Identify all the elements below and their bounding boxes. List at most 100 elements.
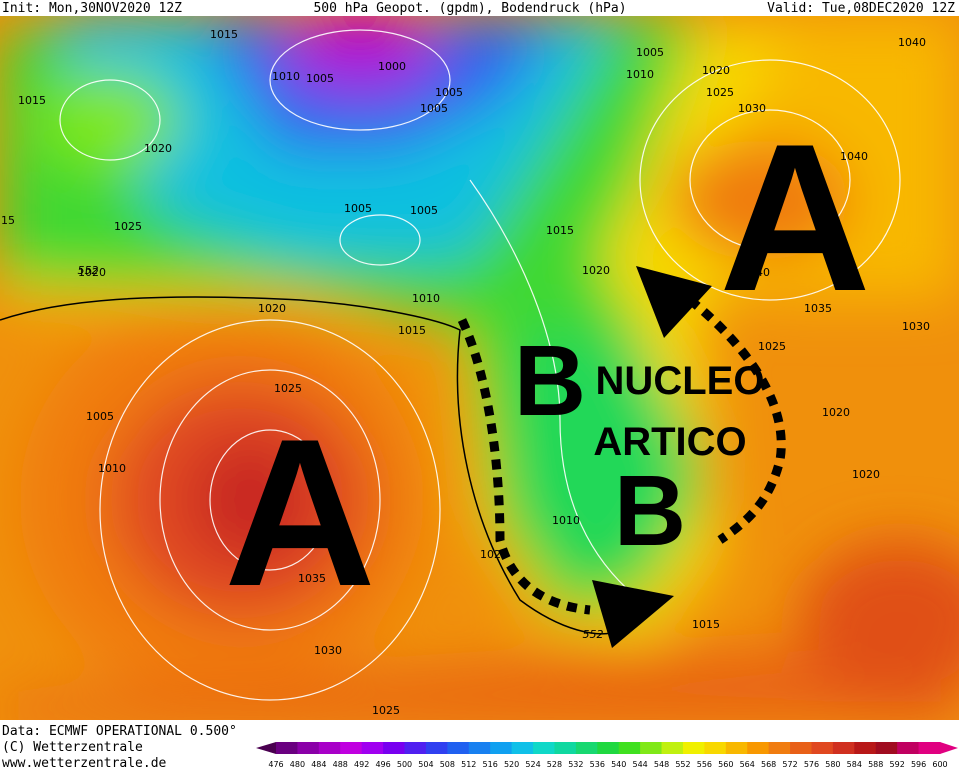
scale-swatch	[682, 742, 705, 754]
isobar-label: 1025	[758, 340, 786, 353]
isobar-label: 1025	[706, 86, 734, 99]
isobar-label: 1020	[852, 468, 880, 481]
url: www.wetterzentrale.de	[2, 756, 167, 770]
scale-label: 516	[483, 760, 498, 769]
scale-swatch	[597, 742, 620, 754]
scale-label: 556	[697, 760, 712, 769]
scale-label: 524	[525, 760, 540, 769]
color-scale: 476 480 484 488 492 496 500 504 508 512 516 520 524 5…	[256, 742, 958, 769]
scale-label: 476	[268, 760, 283, 769]
scale-label: 564	[740, 760, 755, 769]
scale-label: 560	[718, 760, 733, 769]
isobar-label: 1005	[636, 46, 664, 59]
isobar-label: 15	[1, 214, 15, 227]
annotation: NUCLEO	[596, 359, 765, 403]
scale-swatch	[533, 742, 555, 754]
isobar-label: 1015	[210, 28, 238, 41]
scale-swatch	[297, 742, 320, 754]
map: 1015 1010 1005 1000 1005 1005 1015 1020 1025 1020…	[0, 16, 959, 720]
isobar-label: 1030	[314, 644, 342, 657]
scale-swatch	[383, 742, 406, 754]
isobar-label: 1020	[702, 64, 730, 77]
isobar-label: 1020	[582, 264, 610, 277]
scale-swatch	[447, 742, 470, 754]
init-label: Init: Mon,30NOV2020 12Z	[2, 1, 182, 16]
isobars	[59, 29, 901, 701]
scale-label: 544	[632, 760, 647, 769]
annotation: B	[514, 325, 586, 437]
scale-swatch	[854, 742, 877, 754]
isobar-label: 1010	[98, 462, 126, 475]
isobar-label: 1040	[898, 36, 926, 49]
data-source: Data: ECMWF OPERATIONAL 0.500°	[2, 724, 237, 739]
scale-label: 480	[290, 760, 305, 769]
scale-label: 588	[868, 760, 883, 769]
isobar-label: 1015	[398, 324, 426, 337]
annotation: A	[719, 100, 871, 335]
isobar-label: 1020	[258, 302, 286, 315]
isobar-label: 1025	[114, 220, 142, 233]
scale-swatch	[554, 742, 577, 754]
scale-label: 536	[590, 760, 605, 769]
chart-title: 500 hPa Geopot. (gpdm), Bodendruck (hPa)	[313, 1, 626, 16]
arrow-head	[636, 266, 712, 338]
scale-label: 580	[825, 760, 840, 769]
scale-label: 504	[418, 760, 433, 769]
scale-swatch	[725, 742, 748, 754]
isobar-label: 1005	[86, 410, 114, 423]
scale-label: 492	[354, 760, 369, 769]
isobar-label: 1010	[552, 514, 580, 527]
scale-label: 552	[675, 760, 690, 769]
isobar-label: 1015	[692, 618, 720, 631]
scale-swatch	[875, 742, 898, 754]
scale-label: 520	[504, 760, 519, 769]
scale-arrow-left	[256, 742, 276, 754]
isobar-label: 1030	[738, 102, 766, 115]
scale-label: 500	[397, 760, 412, 769]
isobar-label: 1010	[412, 292, 440, 305]
scale-swatch	[918, 742, 941, 754]
scale-swatch	[575, 742, 598, 754]
scale-label: 596	[911, 760, 926, 769]
scale-swatch	[361, 742, 384, 754]
isobar-label: 1010	[272, 70, 300, 83]
scale-label: 592	[890, 760, 905, 769]
isobar-label: 1040	[840, 150, 868, 163]
scale-label: 532	[568, 760, 583, 769]
scale-swatch	[747, 742, 770, 754]
isobar-label: 1020	[822, 406, 850, 419]
scale-swatch	[811, 742, 834, 754]
scale-label: 540	[611, 760, 626, 769]
isobar-label: 1005	[420, 102, 448, 115]
scale-label: 508	[440, 760, 455, 769]
scale-label: 568	[761, 760, 776, 769]
scale-swatch	[661, 742, 684, 754]
isobar-label: 1005	[435, 86, 463, 99]
isobar-label: 1035	[298, 572, 326, 585]
valid-label: Valid: Tue,08DEC2020 12Z	[767, 1, 955, 16]
scale-swatch	[276, 742, 298, 754]
annotation: B	[614, 455, 686, 567]
isobar-label: 1040	[742, 266, 770, 279]
header-bar	[0, 0, 959, 16]
isobar-label: 1035	[804, 302, 832, 315]
copyright: (C) Wetterzentrale	[2, 740, 143, 755]
scale-swatch	[404, 742, 427, 754]
scale-swatch	[425, 742, 448, 754]
dotted-arrow-east	[687, 296, 786, 544]
scale-swatch	[318, 742, 341, 754]
height-label: 552	[78, 264, 99, 277]
isobar-label: 1020	[78, 266, 106, 279]
scale-label: 600	[932, 760, 947, 769]
scale-swatch	[490, 742, 513, 754]
contour-552	[0, 296, 621, 635]
labels: 1015 1010 1005 1000 1005 1005 1015 1020 1025 1020…	[1, 28, 930, 717]
isobar-label: 1025	[274, 382, 302, 395]
scale-swatch	[511, 742, 534, 754]
scale-label: 548	[654, 760, 669, 769]
isobar-label: 1005	[306, 72, 334, 85]
scale-swatch	[790, 742, 812, 754]
scale-label: 484	[311, 760, 326, 769]
scale-arrow-right	[940, 742, 958, 754]
